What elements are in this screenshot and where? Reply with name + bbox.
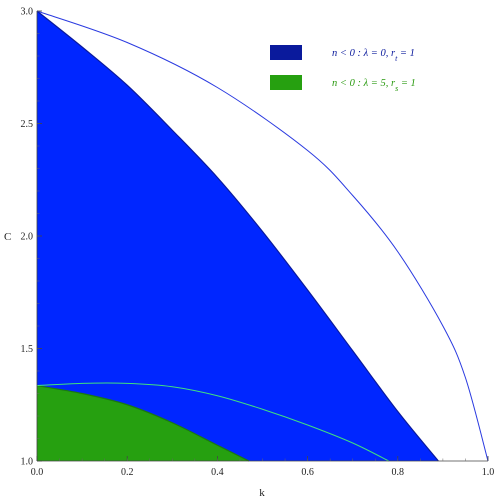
x-tick-label: 0.6 xyxy=(301,467,314,478)
ticks: 0.0 0.2 0.4 0.6 0.8 1.0 1.0 1.5 2.0 2.5 3.0 xyxy=(21,7,495,479)
legend: n < 0 : λ = 0, rt = 1 n < 0 : λ = 5, rs =… xyxy=(270,45,416,93)
curves xyxy=(36,10,489,462)
region-2 xyxy=(37,385,249,461)
x-axis-label: k xyxy=(259,487,265,499)
x-tick-label: 0.8 xyxy=(392,467,405,478)
curve-1 xyxy=(36,10,489,462)
y-tick-label: 2.0 xyxy=(21,232,34,243)
y-tick-label: 1.5 xyxy=(21,344,34,355)
curve-3 xyxy=(36,382,390,462)
region-0 xyxy=(37,11,439,461)
plot-area xyxy=(37,11,439,461)
y-axis-label: C xyxy=(4,231,11,243)
region-boundary-2 xyxy=(36,385,250,462)
x-tick-label: 0.2 xyxy=(121,467,134,478)
y-tick-label: 1.0 xyxy=(21,457,34,468)
y-tick-label: 2.5 xyxy=(21,119,34,130)
y-tick-label: 3.0 xyxy=(21,7,34,18)
legend-swatch-0 xyxy=(270,45,302,60)
legend-label-1: n < 0 : λ = 5, rs = 1 xyxy=(332,78,416,93)
region-boundary-0 xyxy=(36,10,439,462)
x-tick-label: 1.0 xyxy=(482,467,495,478)
x-tick-label: 0.0 xyxy=(31,467,44,478)
x-tick-label: 0.4 xyxy=(211,467,224,478)
legend-swatch-1 xyxy=(270,75,302,90)
legend-label-0: n < 0 : λ = 0, rt = 1 xyxy=(332,48,415,63)
